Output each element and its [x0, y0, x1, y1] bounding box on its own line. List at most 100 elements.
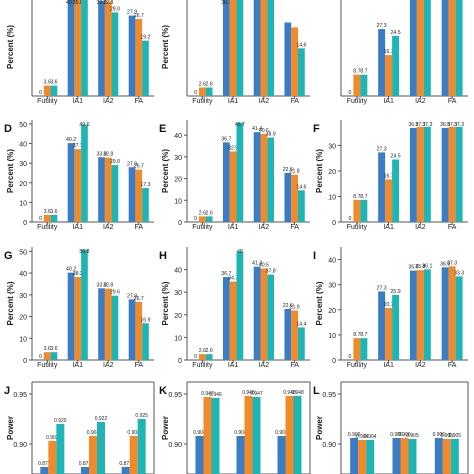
y-tick-label: 0 — [332, 358, 336, 365]
data-label: 0.908 — [127, 430, 140, 436]
data-label: 36.9 — [408, 122, 418, 128]
data-label: 14.6 — [296, 42, 306, 48]
x-tick-label: IA2 — [415, 98, 426, 105]
x-tick-label: Futility — [37, 362, 58, 369]
data-label: 27.3 — [377, 23, 387, 29]
x-tick-label: FA — [134, 224, 143, 231]
x-tick-label: IA1 — [383, 362, 394, 369]
data-label: 0.903 — [46, 435, 59, 441]
bar-s3-2 — [236, 122, 244, 222]
bar-s2-3 — [104, 157, 112, 222]
y-tick-label: 20 — [19, 315, 27, 322]
bar-s3-1 — [50, 352, 58, 360]
bar-s2-2 — [385, 308, 393, 360]
bar-s3-2 — [81, 249, 88, 360]
bar-s3-2 — [392, 294, 400, 360]
bar-s1-2 — [81, 467, 89, 474]
data-label: 35.8 — [415, 264, 425, 270]
y-axis-title: Percent (%) — [6, 281, 15, 325]
bar-s1-3 — [409, 127, 417, 222]
bar-s1-3 — [121, 467, 130, 474]
bar-s2-2 — [244, 396, 253, 474]
data-label: 3.6 — [50, 209, 57, 215]
bar-s3-2 — [236, 251, 244, 360]
data-label: 0.948 — [283, 390, 296, 396]
data-label: 0.904 — [356, 434, 369, 440]
x-tick-label: Futility — [347, 224, 368, 231]
bar-s2-4 — [135, 169, 143, 222]
y-tick-label: 0 — [178, 358, 182, 365]
data-label: 45.7 — [235, 122, 245, 128]
x-tick-label: Futility — [37, 224, 58, 231]
bar-s2-1 — [353, 199, 361, 222]
data-label: 27.9 — [127, 293, 137, 299]
bar-s3-2 — [81, 0, 88, 96]
data-label: 17.3 — [140, 182, 150, 188]
data-label: 0.877 — [119, 461, 132, 467]
x-tick-label: IA1 — [72, 98, 83, 105]
bar-s1-2 — [378, 152, 386, 222]
data-label: 0.922 — [95, 416, 108, 422]
data-label: 0.946 — [209, 392, 222, 398]
bar-s3-2 — [97, 422, 105, 474]
x-tick-label: IA1 — [228, 224, 239, 231]
bar-s2-1 — [198, 354, 206, 360]
data-label: 36.9 — [440, 122, 450, 128]
data-label: 0.947 — [250, 391, 263, 397]
data-label: 22.6 — [283, 303, 293, 309]
data-label: 8.7 — [360, 194, 367, 200]
x-tick-label: IA1 — [72, 362, 83, 369]
bar-s3-4 — [142, 323, 149, 360]
data-label: 8.7 — [353, 332, 360, 338]
y-tick-label: 30 — [174, 290, 182, 297]
data-label: 40.2 — [66, 0, 76, 6]
x-tick-label: FA — [290, 362, 299, 369]
y-tick-label: 0.95 — [322, 392, 336, 399]
x-tick-label: FA — [290, 98, 299, 105]
bar-s1-3 — [98, 157, 105, 222]
data-label: 0 — [348, 90, 351, 96]
data-label: 26.7 — [134, 13, 144, 19]
bar-s2-4 — [291, 310, 299, 360]
panel-letter: D — [4, 123, 12, 135]
y-tick-label: 0.90 — [13, 442, 27, 449]
data-label: 0 — [39, 216, 42, 222]
data-label: 3.6 — [50, 80, 57, 86]
data-label: 22.6 — [283, 167, 293, 173]
data-label: 0.908 — [193, 430, 206, 436]
bar-s1-3 — [98, 0, 105, 96]
panel-letter: E — [159, 123, 166, 135]
x-tick-label: Futility — [192, 362, 213, 369]
data-label: 2.6 — [206, 210, 213, 216]
data-label: 0 — [348, 216, 351, 222]
y-tick-label: 30 — [19, 293, 27, 300]
x-tick-label: FA — [134, 98, 143, 105]
y-tick-label: 0 — [23, 220, 27, 227]
bar-s2-3 — [260, 0, 268, 96]
data-label: 29.0 — [110, 6, 120, 12]
x-tick-label: IA2 — [259, 224, 270, 231]
y-axis-title: Percent (%) — [161, 25, 170, 69]
data-label: 48 — [237, 249, 243, 255]
data-label: 35.8 — [73, 0, 83, 6]
x-tick-label: FA — [448, 362, 457, 369]
data-label: 37.3 — [447, 260, 457, 266]
y-tick-label: 40 — [174, 268, 182, 275]
y-tick-label: 20 — [328, 308, 336, 315]
bar-s3-2 — [392, 35, 400, 96]
y-tick-label: 10 — [174, 198, 182, 205]
bar-s2-2 — [229, 151, 237, 222]
y-tick-label: 20 — [174, 177, 182, 184]
data-label: 2.6 — [199, 210, 206, 216]
bar-s2-4 — [448, 126, 456, 222]
data-label: 49.6 — [79, 122, 89, 128]
y-tick-label: 40 — [19, 271, 27, 278]
data-label: 36.1 — [422, 263, 432, 269]
y-tick-label: 10 — [19, 200, 27, 207]
bar-s1-3 — [253, 132, 261, 222]
y-tick-label: 30 — [328, 283, 336, 290]
x-tick-label: IA2 — [259, 362, 270, 369]
bar-s1-4 — [284, 308, 292, 360]
y-tick-label: 0 — [332, 220, 336, 227]
bar-s3-1 — [50, 214, 58, 222]
